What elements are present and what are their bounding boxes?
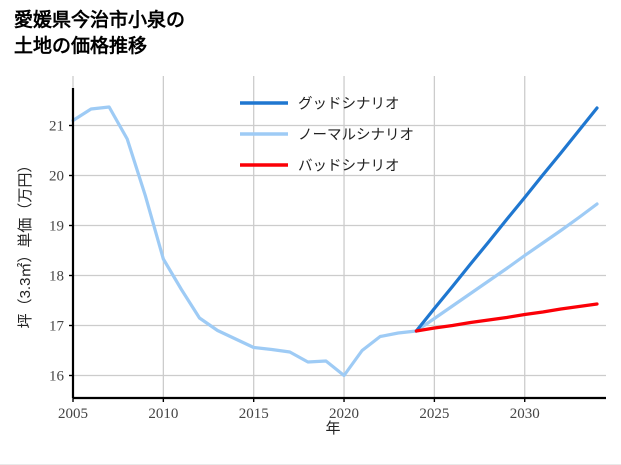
x-tick-label: 2015 — [239, 406, 269, 422]
x-tick-label: 2010 — [148, 406, 178, 422]
series-line-bad — [414, 302, 599, 333]
y-tick-label: 17 — [49, 319, 65, 335]
legend-label: グッドシナリオ — [298, 96, 400, 113]
series-line-good — [414, 106, 599, 333]
y-axis-title: 坪（3.3㎡）単価（万円） — [17, 158, 34, 329]
y-tick-label: 18 — [49, 269, 64, 285]
axis-tick-marks — [69, 124, 526, 402]
y-axis-tick-labels: 16 17 18 19 20 21 — [49, 119, 65, 385]
y-tick-label: 21 — [49, 119, 64, 135]
y-tick-label: 16 — [49, 369, 65, 385]
x-tick-label: 2025 — [419, 406, 449, 422]
x-axis-tick-labels: 2005 2010 2015 2020 2025 2030 — [58, 406, 540, 422]
series-line-normal — [71, 105, 599, 378]
page-title: 愛媛県今治市小泉の 土地の価格推移 — [14, 10, 186, 57]
chart-axis-spines — [71, 88, 606, 400]
x-tick-label: 2030 — [510, 406, 540, 422]
x-tick-label: 2005 — [58, 406, 88, 422]
legend-label: バッドシナリオ — [298, 159, 400, 175]
x-tick-label: 2020 — [329, 406, 359, 422]
chart-series-lines — [71, 105, 599, 378]
y-tick-label: 19 — [49, 219, 64, 235]
y-tick-label: 20 — [49, 169, 64, 185]
x-axis-title: 年 — [325, 420, 340, 437]
chart-gridlines — [72, 76, 606, 398]
legend-label: ノーマルシナリオ — [298, 128, 414, 144]
